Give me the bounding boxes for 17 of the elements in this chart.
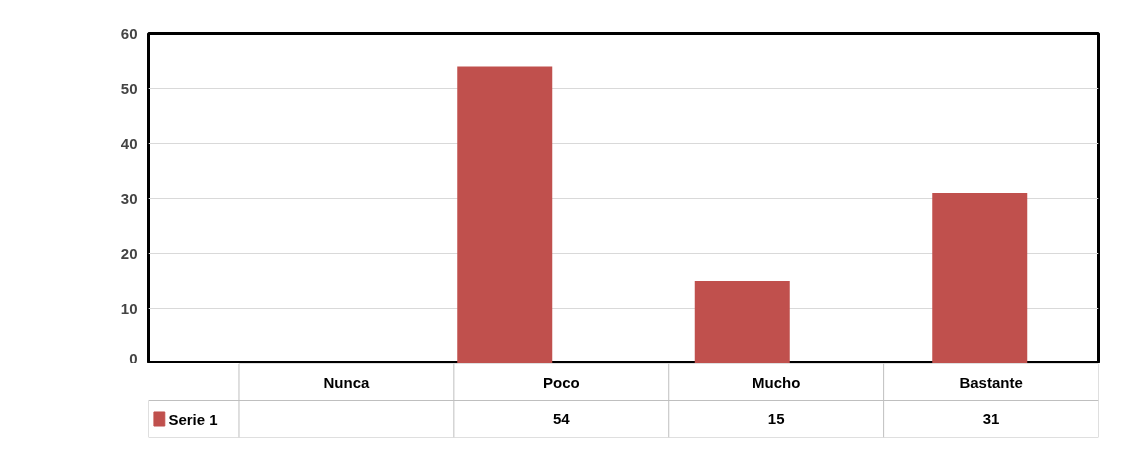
y-tick-label: 10 bbox=[120, 299, 138, 317]
data-label: 31 bbox=[982, 410, 1000, 427]
bar bbox=[694, 281, 790, 363]
x-tick-label: Nunca bbox=[323, 373, 370, 391]
legend-label: Serie 1 bbox=[168, 410, 218, 428]
x-tick-label: Mucho bbox=[752, 373, 801, 391]
y-tick-label: 20 bbox=[120, 244, 138, 262]
y-tick-label: 40 bbox=[120, 134, 138, 152]
data-label: 54 bbox=[552, 410, 571, 427]
y-tick-label: 50 bbox=[120, 79, 138, 97]
bar bbox=[932, 193, 1028, 363]
y-tick-label: 30 bbox=[120, 189, 138, 207]
x-tick-label: Poco bbox=[542, 373, 580, 391]
y-tick-label: 0 bbox=[129, 349, 138, 367]
y-tick-label: 60 bbox=[120, 24, 138, 42]
x-tick-label: Bastante bbox=[959, 373, 1023, 391]
data-label: 15 bbox=[767, 410, 785, 427]
